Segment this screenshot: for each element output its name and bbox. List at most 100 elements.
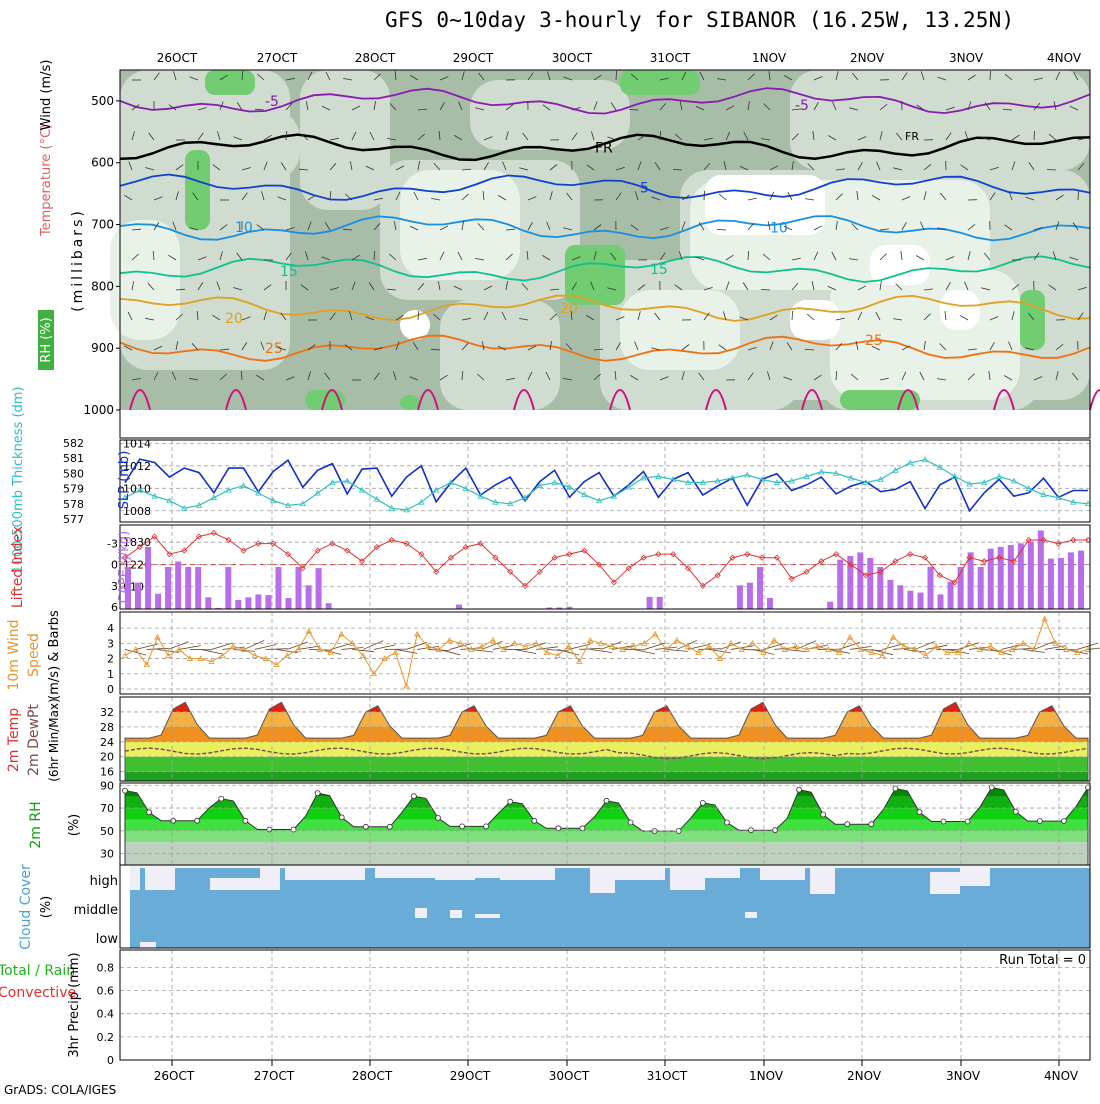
cape-bar [767,598,773,609]
cloud-gap [460,868,500,878]
run-total-label: Run Total = 0 [999,953,1086,968]
rh-shade-white [870,245,930,285]
wind-barb [1034,131,1035,140]
upper-air-tick-label: 800 [91,279,114,293]
top-date-label: 26OCT [157,51,198,65]
cape-bar [877,567,883,609]
rh-shade-green [205,70,255,95]
cape-bar [286,598,292,609]
cape-bar [1028,541,1034,609]
rh-marker [724,820,729,825]
upper-air-tick-label: 1000 [83,403,114,417]
cloud-gap-mid [745,912,757,918]
cape-bar [988,549,994,609]
thickness-tick-label: 578 [63,498,84,511]
surface-wind-barb [666,649,688,651]
cloud-units-label-group: (%) [39,896,54,919]
rh-shade-white [790,300,840,340]
precip-tick-label: 0.2 [97,1031,115,1044]
cloud-gap [375,868,435,878]
isotherm-label: 15 [280,264,298,280]
isotherm-label: 10 [770,221,788,237]
wind-tick-label: 1 [107,668,114,681]
surface-wind-barb [515,649,537,653]
cape-bar [175,562,181,610]
wind-tick-label: 4 [107,622,114,635]
rh-marker [123,788,128,793]
cloud-gap [760,868,805,880]
cape-bar [456,605,462,609]
top-date-label: 1NOV [752,51,787,65]
surface-wind-barb [374,645,396,650]
rh-marker [411,794,416,799]
precip-axis-label: 3hr Precip (mm) [67,952,82,1057]
surface-wind-barb [590,649,612,652]
rh-band [120,831,1090,842]
cape-bar [1008,545,1014,609]
temp-band [120,772,1090,781]
cape-bar [255,594,261,609]
rh-marker [363,824,368,829]
cape-bar [897,585,903,609]
rh-marker [460,824,465,829]
temp-tick-label: 24 [100,736,114,749]
surface-wind-barb [255,645,276,650]
total-rain-label: Total / Rain [0,963,75,979]
rh-shade-mid [300,70,390,210]
wind-speed-line [125,619,1088,686]
top-date-label: 27OCT [257,51,298,65]
cloud-level-label: middle [74,903,118,918]
rh-tick-label: 50 [100,825,114,838]
dewpt-axis-label: 2m DewPt [26,704,42,776]
wind10-axis-label: 10m Wind [6,619,22,690]
mb-axis-label-group: (millibars) [70,208,86,312]
rh-marker [700,800,705,805]
cloud-gap [285,868,365,880]
cloud-gap [670,868,705,890]
thickness-tick-label: 580 [63,467,84,480]
slp-axis-label-group: SLP (mb) [117,451,132,510]
cape-bar [827,602,833,609]
top-date-label: 2NOV [850,51,885,65]
surface-wind-barb [785,649,807,651]
cloud-gap [615,868,665,880]
slp-tick-label: 1014 [123,437,151,450]
cape-bar [918,593,924,609]
cape-bar [968,552,974,609]
temp-tick-label: 20 [100,751,114,764]
top-date-label: 31OCT [650,51,691,65]
cloud-axis-label: Cloud Cover [18,864,34,950]
cape-bar [1018,543,1024,609]
rh-marker [291,827,296,832]
wind-axis-label-group: Wind (m/s) [39,60,54,131]
cloud-gap [130,868,140,890]
cape-bar [185,567,191,609]
bottom-date-label: 26OCT [154,1069,195,1083]
rh-axis-label-group: RH (%) [38,310,54,370]
cloud-gap [145,868,175,890]
wind-tick-label: 0 [107,683,114,696]
bottom-date-label: 30OCT [549,1069,590,1083]
wind10-units-label-group: (m/s) & Barbs [47,610,62,700]
wind-axis-label: Wind (m/s) [39,60,54,131]
rh-marker [965,819,970,824]
precip-tick-label: 0.8 [97,961,115,974]
cape-bar [1068,552,1074,609]
isotherm-label: 25 [865,333,883,349]
rh-shade-light [620,290,740,370]
cape-bar [1048,559,1054,609]
isotherm-label: 10 [235,220,253,236]
rh-tick-label: 90 [100,779,114,792]
slp-axis-label: SLP (mb) [117,451,132,510]
rh2m-axis-label-group: 2m RH [28,801,44,848]
cloud-level-label: high [90,874,118,889]
rh-marker [869,822,874,827]
precip-axis-label-group: 3hr Precip (mm) [67,952,82,1057]
isotherm-label: -5 [265,94,279,110]
cloud-gap [260,868,280,890]
bottom-date-label: 1NOV [749,1069,784,1083]
cloud-gap-mid [475,914,500,918]
cape-bar [1058,558,1064,609]
wind-frame [120,612,1090,694]
